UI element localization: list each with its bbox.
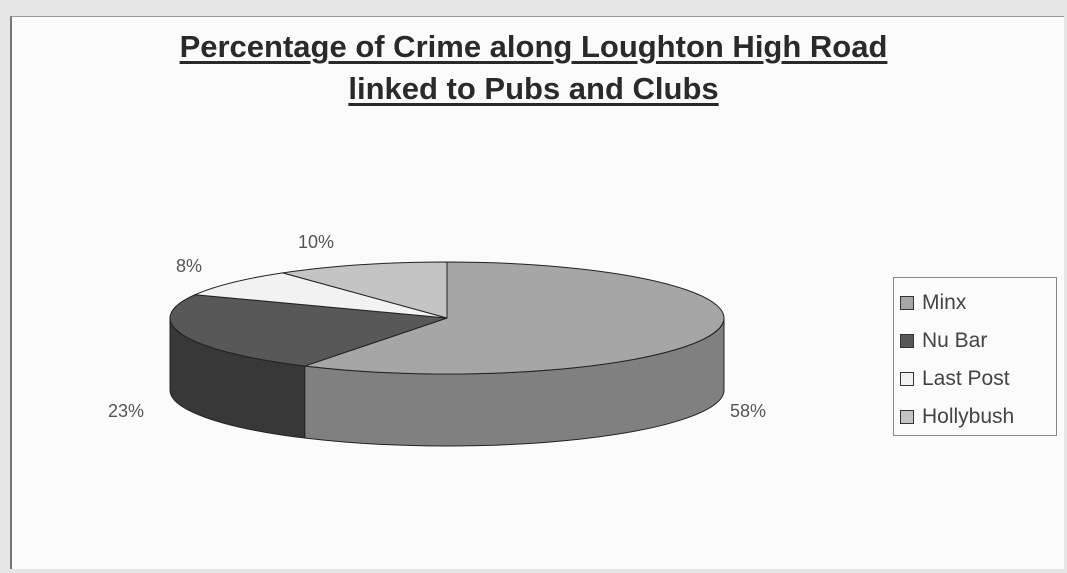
label-last-post: 8%: [176, 256, 202, 276]
legend-label: Minx: [922, 291, 967, 314]
pie-tops: [169, 261, 725, 375]
legend-label: Nu Bar: [922, 329, 988, 352]
chart-title-line2: linked to Pubs and Clubs: [348, 71, 719, 106]
legend-swatch: [900, 296, 914, 310]
slice-last-post: [193, 272, 448, 319]
label-minx: 58%: [730, 401, 766, 421]
pie-sides: [169, 317, 725, 447]
slice-nu-bar: [169, 294, 448, 367]
legend-item-last-post: Last Post: [900, 360, 1056, 398]
legend-item-minx: Minx: [900, 284, 1056, 322]
legend-swatch: [900, 410, 914, 424]
chart-title-line1: Percentage of Crime along Loughton High …: [179, 29, 888, 64]
legend-swatch: [900, 372, 914, 386]
slice-minx: [304, 261, 725, 375]
label-nu-bar: 23%: [108, 401, 144, 421]
legend-label: Last Post: [922, 367, 1010, 390]
legend: Minx Nu Bar Last Post Hollybush: [893, 277, 1057, 436]
legend-item-nu-bar: Nu Bar: [900, 322, 1056, 360]
legend-label: Hollybush: [922, 405, 1015, 428]
label-hollybush: 10%: [298, 232, 334, 252]
legend-swatch: [900, 334, 914, 348]
chart-title: Percentage of Crime along Loughton High …: [0, 26, 1067, 110]
legend-item-hollybush: Hollybush: [900, 398, 1056, 436]
slice-hollybush: [282, 261, 448, 319]
